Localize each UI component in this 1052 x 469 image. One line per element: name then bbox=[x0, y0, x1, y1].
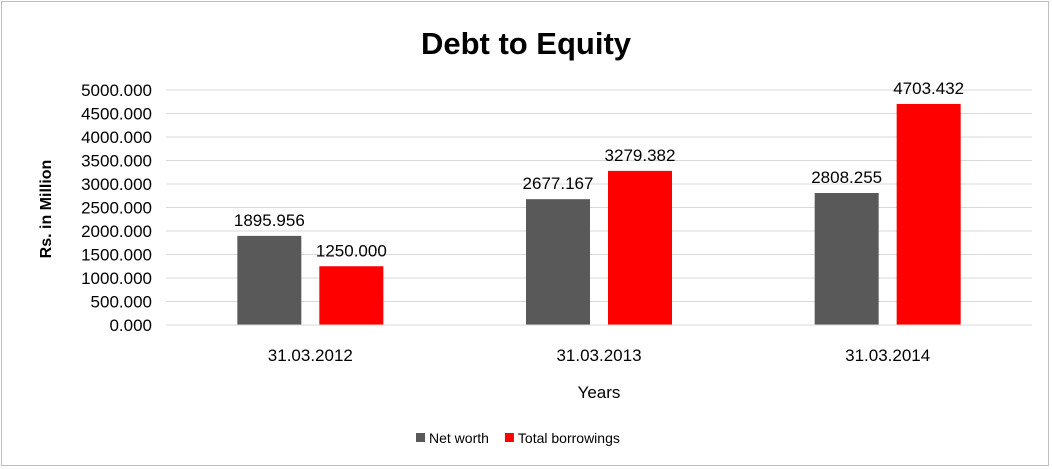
y-tick-label: 5000.000 bbox=[81, 81, 152, 100]
chart-title: Debt to Equity bbox=[421, 26, 632, 61]
y-tick-label: 4000.000 bbox=[81, 128, 152, 147]
legend-swatch bbox=[416, 433, 425, 442]
bars bbox=[237, 103, 961, 326]
bar-total-borrowings bbox=[896, 103, 961, 326]
x-category-label: 31.03.2014 bbox=[845, 346, 930, 365]
data-label: 1895.956 bbox=[234, 211, 305, 230]
bar-net-worth bbox=[814, 193, 879, 325]
y-tick-label: 2000.000 bbox=[81, 222, 152, 241]
y-tick-label: 1500.000 bbox=[81, 246, 152, 265]
data-labels: 1895.956 1250.000 2677.167 3279.382 2808.255… bbox=[234, 79, 964, 260]
legend-swatch bbox=[504, 433, 514, 442]
y-tick-label: 1000.000 bbox=[81, 269, 152, 288]
y-tick-label: 2500.000 bbox=[81, 199, 152, 218]
x-category-label: 31.03.2013 bbox=[556, 346, 641, 365]
y-tick-label: 500.000 bbox=[91, 293, 152, 312]
y-tick-label: 4500.000 bbox=[81, 105, 152, 124]
legend: Net worth Total borrowings bbox=[416, 430, 620, 446]
y-tick-label: 3500.000 bbox=[81, 152, 152, 171]
y-tick-label: 0.000 bbox=[109, 316, 152, 335]
data-label: 3279.382 bbox=[605, 146, 676, 165]
y-tick-label: 3000.000 bbox=[81, 175, 152, 194]
x-axis-category-labels: 31.03.2012 31.03.2013 31.03.2014 bbox=[268, 346, 930, 365]
bar-total-borrowings bbox=[608, 170, 672, 325]
data-label: 1250.000 bbox=[316, 241, 387, 260]
legend-label: Total borrowings bbox=[518, 430, 620, 446]
data-label: 2677.167 bbox=[523, 174, 594, 193]
legend-label: Net worth bbox=[429, 430, 489, 446]
y-axis-title: Rs. in Million bbox=[38, 160, 55, 259]
bar-net-worth bbox=[237, 235, 302, 325]
y-axis-tick-labels: 0.000 500.000 1000.000 1500.000 2000.000 2500… bbox=[81, 81, 152, 335]
x-category-label: 31.03.2012 bbox=[268, 346, 353, 365]
x-axis-title: Years bbox=[578, 383, 621, 402]
data-label: 2808.255 bbox=[811, 168, 882, 187]
gridlines bbox=[166, 89, 1032, 302]
data-label: 4703.432 bbox=[893, 79, 964, 98]
bar-total-borrowings bbox=[319, 266, 384, 325]
bar-net-worth bbox=[526, 199, 590, 325]
